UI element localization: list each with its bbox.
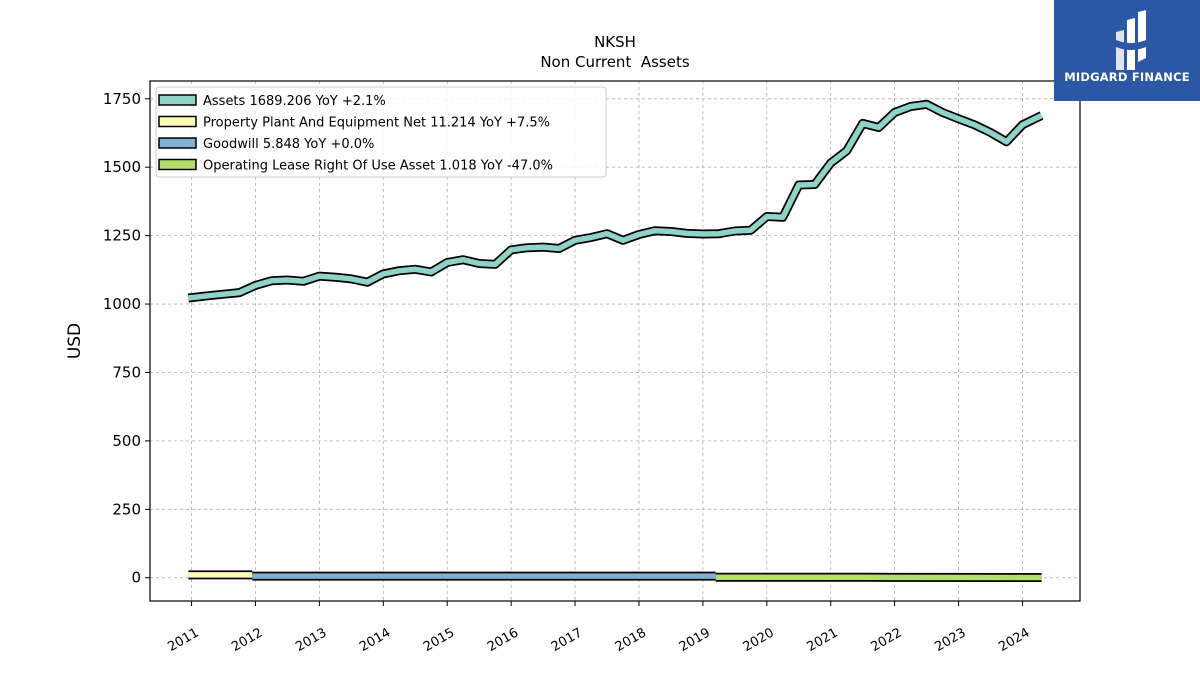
series-line bbox=[188, 101, 1043, 301]
logo-text: MIDGARD FINANCE bbox=[1064, 70, 1190, 84]
x-tick-label: 2023 bbox=[932, 625, 968, 655]
y-tick-label: 1000 bbox=[103, 295, 141, 313]
midgard-finance-logo-icon bbox=[1116, 10, 1146, 70]
x-tick-label: 2013 bbox=[293, 625, 329, 655]
legend-swatch bbox=[158, 158, 197, 171]
y-tick-label: 0 bbox=[131, 569, 141, 587]
x-tick-label: 2021 bbox=[805, 625, 841, 655]
x-tick-label: 2022 bbox=[868, 625, 904, 655]
x-tick-label: 2012 bbox=[229, 625, 265, 655]
y-tick-label: 250 bbox=[112, 500, 141, 518]
x-axis: 2011 2012 2013 2014 2015 2016 2017 2018 2019 2020… bbox=[165, 601, 1032, 655]
plot-frame bbox=[149, 80, 1081, 602]
series-layer bbox=[187, 99, 1044, 582]
chart-subtitle: Non Current Assets bbox=[540, 53, 690, 71]
legend-swatch bbox=[158, 115, 197, 128]
x-tick-label: 2014 bbox=[357, 625, 393, 655]
chart-title: NKSH bbox=[594, 33, 636, 51]
legend-swatch bbox=[158, 137, 197, 149]
y-tick-label: 1500 bbox=[103, 158, 141, 176]
x-tick-label: 2018 bbox=[613, 625, 649, 655]
x-tick-label: 2020 bbox=[741, 625, 777, 655]
x-tick-label: 2011 bbox=[165, 625, 201, 655]
y-tick-label: 1750 bbox=[103, 90, 141, 108]
x-tick-label: 2015 bbox=[421, 625, 457, 655]
legend-box bbox=[155, 86, 607, 178]
y-tick-label: 750 bbox=[112, 363, 141, 381]
y-tick-label: 1250 bbox=[103, 227, 141, 245]
y-axis: 0 250 500 750 1000 1250 1500 1750 bbox=[103, 90, 150, 587]
y-axis-label: USD bbox=[65, 323, 85, 359]
x-tick-label: 2019 bbox=[677, 625, 713, 655]
x-tick-label: 2017 bbox=[549, 625, 585, 655]
legend: Assets 1689.206 YoY +2.1% Property Plant … bbox=[155, 86, 607, 178]
legend-label: Property Plant And Equipment Net 11.214 … bbox=[203, 116, 550, 131]
legend-label: Operating Lease Right Of Use Asset 1.018… bbox=[203, 159, 553, 174]
logo: MIDGARD FINANCE bbox=[1054, 0, 1200, 101]
legend-swatch bbox=[158, 94, 197, 106]
y-tick-label: 500 bbox=[112, 432, 141, 450]
series-0 bbox=[187, 99, 1044, 303]
legend-label: Assets 1689.206 YoY +2.1% bbox=[203, 94, 386, 109]
x-tick-label: 2024 bbox=[996, 625, 1032, 655]
grid bbox=[150, 81, 1080, 601]
legend-label: Goodwill 5.848 YoY +0.0% bbox=[203, 137, 374, 152]
x-tick-label: 2016 bbox=[485, 625, 521, 655]
